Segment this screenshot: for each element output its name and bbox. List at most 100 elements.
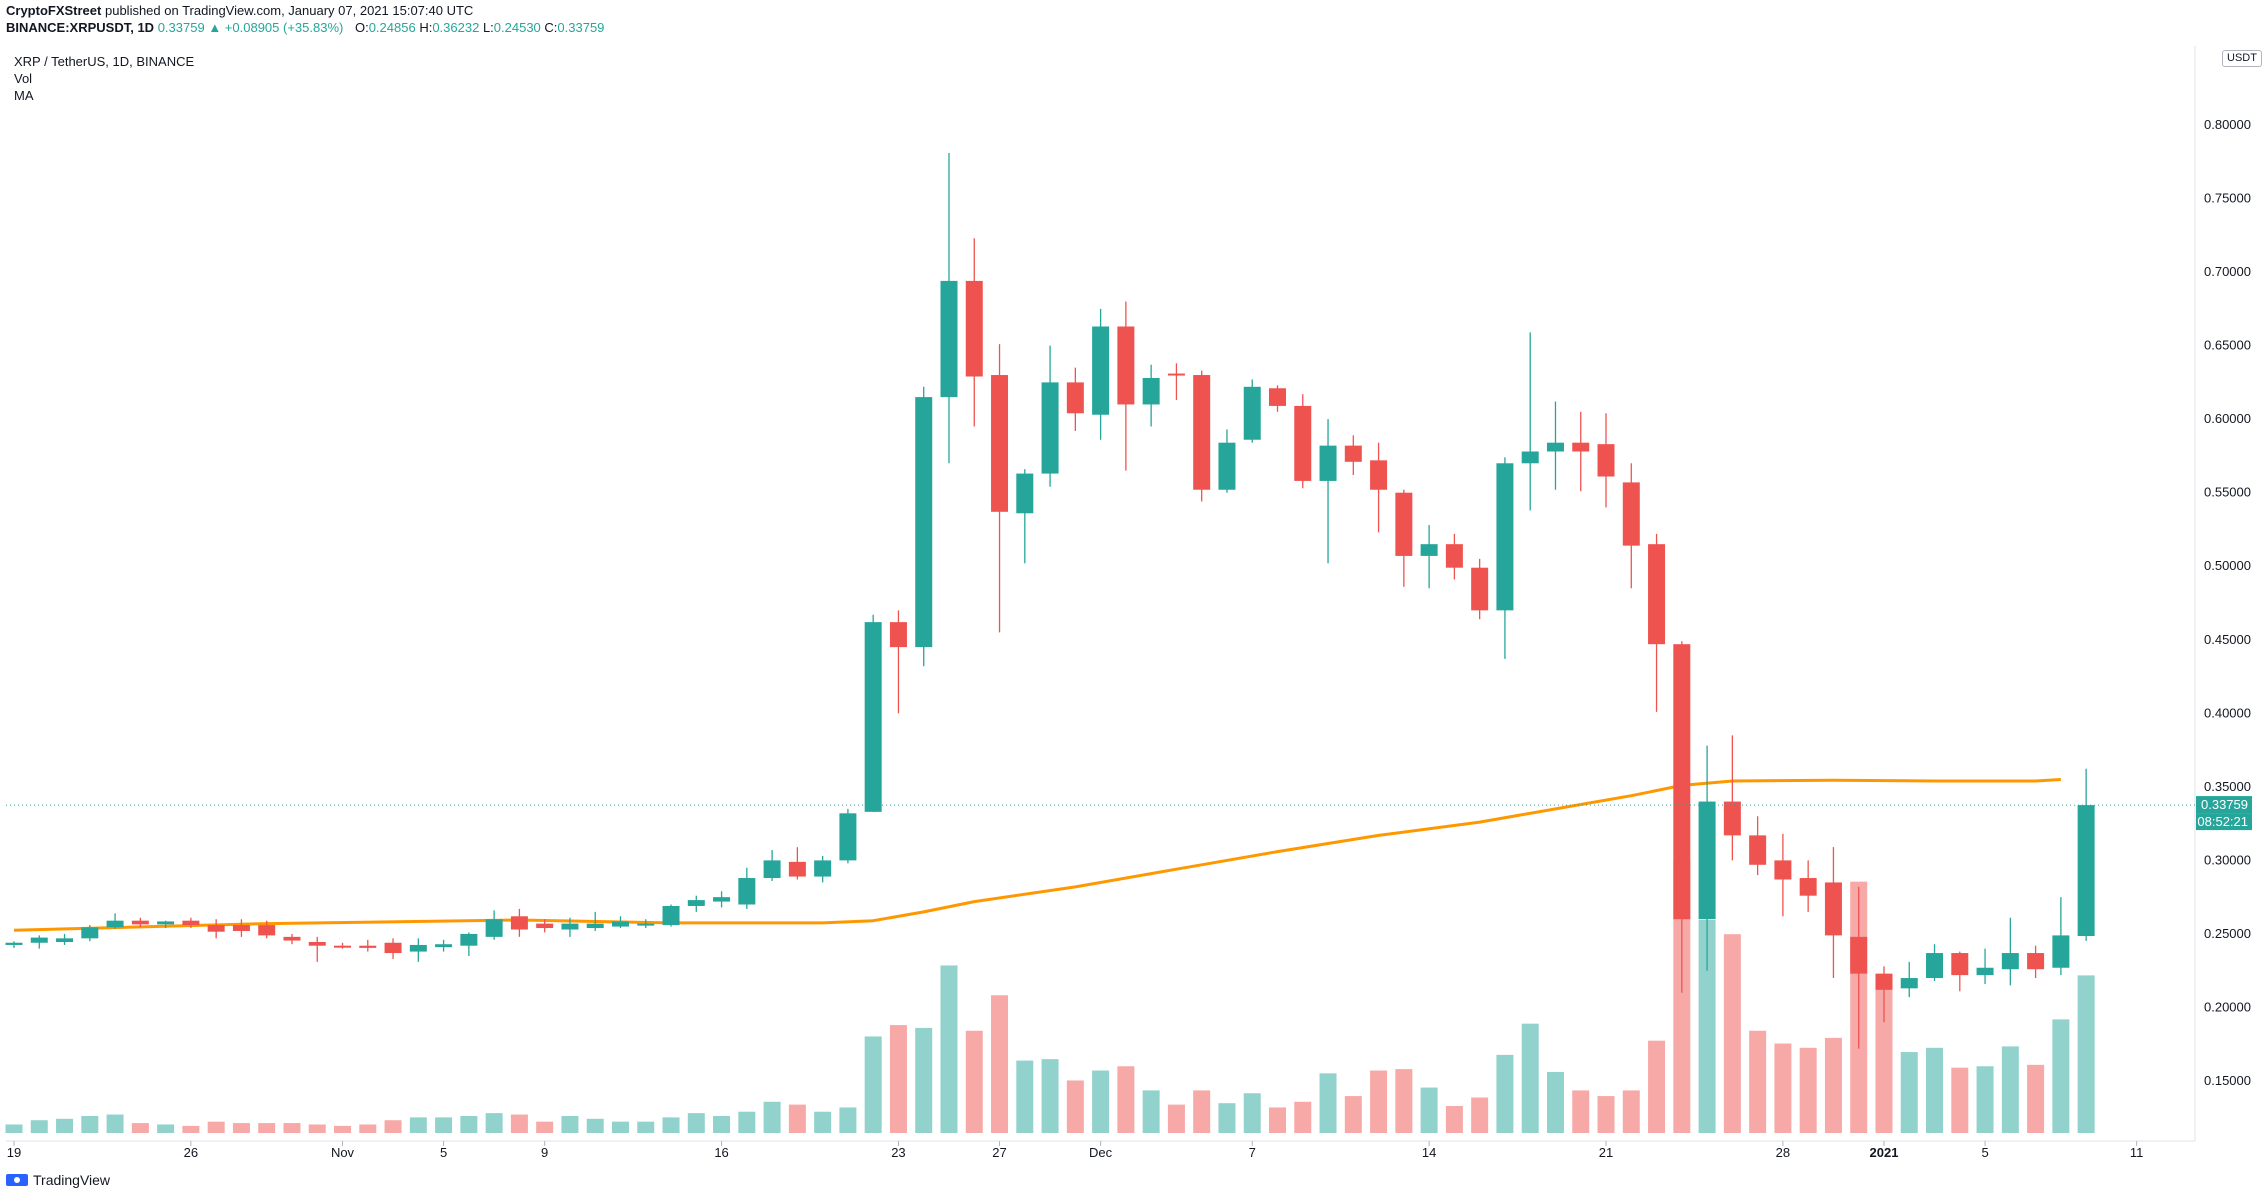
volume-bar [991, 995, 1009, 1133]
ohlc-low-value: 0.24530 [493, 20, 541, 35]
volume-bar [536, 1121, 554, 1133]
candle-body [839, 813, 857, 861]
candle-body [1370, 460, 1388, 490]
candle-body [1824, 882, 1842, 936]
ohlc-close: C:0.33759 [544, 20, 604, 35]
ohlc-close-label: C: [544, 20, 558, 35]
volume-bar [561, 1115, 579, 1133]
volume-bars [5, 860, 2095, 1133]
candle-body [5, 942, 23, 945]
volume-bar [1496, 1054, 1514, 1133]
price-tick-label: 0.80000 [2204, 117, 2251, 132]
candle-body [1774, 860, 1792, 880]
volume-bar [1395, 1069, 1413, 1133]
candle-body [1193, 375, 1211, 490]
candle-body [1218, 442, 1236, 490]
volume-bar [435, 1117, 453, 1133]
time-tick-label: 5 [1981, 1145, 1988, 1160]
candle-body [232, 925, 250, 931]
volume-bar [1420, 1087, 1438, 1133]
volume-bar [1824, 1037, 1842, 1133]
last-price-marker: 0.33759 08:52:21 [6, 796, 2252, 831]
price-axis[interactable]: 0.15000 0.20000 0.25000 0.30000 0.35000 0.400… [2204, 117, 2251, 1088]
volume-bar [1926, 1047, 1944, 1133]
volume-bar [1117, 1066, 1135, 1133]
candle-body [1976, 967, 1994, 976]
volume-bar [889, 1025, 907, 1133]
volume-bar [510, 1114, 528, 1133]
time-axis[interactable]: 19 26 Nov 5 9 16 23 27 Dec 7 14 21 28 2021 5 11 [7, 1141, 2144, 1160]
candle-body [915, 397, 933, 648]
candle-body [334, 945, 352, 948]
volume-bar [359, 1124, 377, 1133]
volume-bar [1622, 1090, 1640, 1133]
candle-body [359, 945, 377, 948]
volume-bar [1521, 1023, 1539, 1133]
legend-ma[interactable]: MA [14, 88, 34, 103]
volume-bar [207, 1121, 225, 1133]
volume-bar [1193, 1090, 1211, 1133]
candle-body [1951, 953, 1969, 976]
candle-body [687, 900, 705, 906]
last-price-label: 0.33759 [2201, 797, 2248, 812]
volume-bar [2001, 1046, 2019, 1133]
volume-bar [1951, 1067, 1969, 1133]
candle-body [1597, 444, 1615, 477]
candle-body [889, 622, 907, 648]
volume-bar [308, 1124, 326, 1133]
volume-bar [1648, 1040, 1666, 1133]
candle-body [2001, 953, 2019, 970]
candle-body [991, 375, 1009, 512]
price-tick-label: 0.50000 [2204, 558, 2251, 573]
time-tick-label: 23 [891, 1145, 905, 1160]
price-tick-label: 0.60000 [2204, 411, 2251, 426]
tradingview-logo[interactable]: TradingView [6, 1172, 110, 1188]
tradingview-logo-icon [6, 1174, 28, 1186]
price-tick-label: 0.20000 [2204, 999, 2251, 1014]
volume-bar [232, 1123, 250, 1133]
candle-body [1622, 482, 1640, 546]
currency-badge[interactable]: USDT [2222, 50, 2262, 67]
volume-bar [1092, 1070, 1110, 1133]
volume-bar [1471, 1097, 1489, 1133]
ohlc-high-label: H: [419, 20, 433, 35]
volume-bar [915, 1027, 933, 1133]
candle-body [384, 942, 402, 954]
volume-bar [1900, 1052, 1918, 1133]
candle-body [1749, 835, 1767, 865]
volume-bar [485, 1113, 503, 1133]
time-tick-label: 21 [1599, 1145, 1613, 1160]
volume-bar [1546, 1071, 1564, 1133]
legend-title[interactable]: XRP / TetherUS, 1D, BINANCE [14, 54, 195, 69]
candle-body [460, 933, 478, 946]
volume-bar [334, 1125, 352, 1133]
publisher-text: published on TradingView.com, January 07… [104, 3, 474, 18]
ohlc-open: O:0.24856 [355, 20, 416, 35]
volume-bar [1723, 934, 1741, 1133]
candle-body [1648, 544, 1666, 645]
volume-bar [1167, 1104, 1185, 1133]
volume-bar [1445, 1106, 1463, 1133]
volume-bar [1370, 1070, 1388, 1133]
candle-body [1066, 382, 1084, 414]
volume-bar [1875, 982, 1893, 1133]
volume-bar [1016, 1060, 1034, 1133]
candle-body [1799, 878, 1817, 896]
price-tick-label: 0.65000 [2204, 338, 2251, 353]
volume-bar [1319, 1073, 1337, 1133]
volume-bar [839, 1107, 857, 1133]
volume-bar [965, 1030, 983, 1133]
volume-bar [283, 1123, 301, 1133]
time-tick-label: 7 [1249, 1145, 1256, 1160]
price-tick-label: 0.30000 [2204, 852, 2251, 867]
volume-bar [258, 1123, 276, 1133]
price-tick-label: 0.55000 [2204, 485, 2251, 500]
legend-vol[interactable]: Vol [14, 71, 33, 86]
volume-bar [1749, 1030, 1767, 1133]
price-tick-label: 0.40000 [2204, 705, 2251, 720]
candle-body [1471, 567, 1489, 611]
last-price-box [2196, 796, 2252, 814]
volume-bar [1243, 1093, 1261, 1133]
ohlc-low: L:0.24530 [483, 20, 541, 35]
